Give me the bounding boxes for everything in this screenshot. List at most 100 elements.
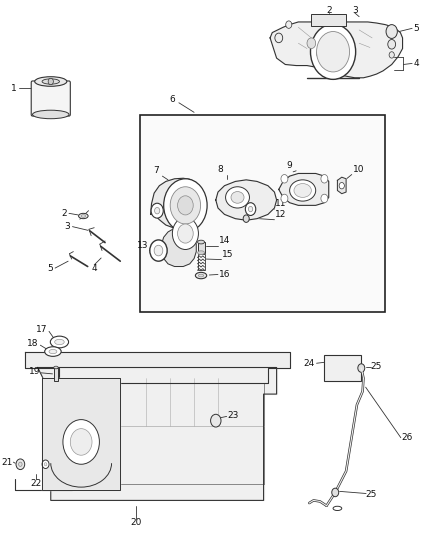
Circle shape bbox=[42, 460, 49, 469]
Text: 3: 3 bbox=[64, 222, 70, 231]
Text: 15: 15 bbox=[222, 250, 234, 259]
Circle shape bbox=[281, 194, 288, 203]
Circle shape bbox=[286, 21, 292, 28]
Circle shape bbox=[317, 50, 324, 58]
Bar bbox=[140, 115, 385, 312]
Text: 10: 10 bbox=[353, 165, 364, 174]
Ellipse shape bbox=[54, 366, 58, 369]
Text: 13: 13 bbox=[137, 241, 148, 250]
Circle shape bbox=[307, 38, 316, 49]
Circle shape bbox=[389, 52, 394, 58]
Text: 8: 8 bbox=[217, 165, 223, 174]
Text: 22: 22 bbox=[30, 479, 41, 488]
Circle shape bbox=[71, 429, 92, 455]
Text: 12: 12 bbox=[275, 210, 286, 219]
Circle shape bbox=[311, 24, 356, 79]
Text: 2: 2 bbox=[326, 6, 332, 15]
Polygon shape bbox=[279, 173, 329, 205]
Text: 9: 9 bbox=[287, 161, 293, 170]
Circle shape bbox=[150, 240, 167, 261]
Ellipse shape bbox=[42, 79, 60, 84]
Circle shape bbox=[281, 174, 288, 183]
Circle shape bbox=[164, 179, 207, 232]
Polygon shape bbox=[151, 178, 205, 229]
Polygon shape bbox=[337, 177, 346, 193]
Ellipse shape bbox=[226, 187, 250, 208]
Ellipse shape bbox=[35, 77, 67, 86]
Text: 4: 4 bbox=[413, 59, 419, 68]
Ellipse shape bbox=[290, 180, 316, 201]
Circle shape bbox=[275, 33, 283, 43]
Bar bbox=[198, 242, 205, 253]
Text: 26: 26 bbox=[401, 433, 413, 442]
Text: 3: 3 bbox=[352, 6, 358, 15]
Text: 5: 5 bbox=[413, 24, 419, 33]
Circle shape bbox=[248, 206, 253, 212]
Circle shape bbox=[155, 207, 160, 214]
Polygon shape bbox=[162, 228, 196, 266]
Bar bbox=[54, 368, 58, 381]
Circle shape bbox=[48, 78, 53, 85]
Circle shape bbox=[170, 187, 201, 224]
Bar bbox=[311, 14, 346, 26]
Circle shape bbox=[177, 196, 193, 215]
Circle shape bbox=[386, 25, 397, 38]
Text: 23: 23 bbox=[227, 411, 239, 420]
Ellipse shape bbox=[195, 272, 207, 279]
Circle shape bbox=[317, 31, 350, 72]
Text: 5: 5 bbox=[47, 264, 53, 272]
Ellipse shape bbox=[55, 340, 64, 345]
FancyBboxPatch shape bbox=[31, 81, 71, 116]
Bar bbox=[198, 254, 205, 270]
Circle shape bbox=[151, 203, 163, 218]
Ellipse shape bbox=[50, 336, 69, 348]
Text: 25: 25 bbox=[371, 362, 382, 372]
Text: 6: 6 bbox=[170, 94, 175, 103]
Circle shape bbox=[358, 364, 365, 372]
Ellipse shape bbox=[333, 506, 342, 511]
Text: 17: 17 bbox=[36, 325, 48, 334]
Circle shape bbox=[211, 414, 221, 427]
Text: 16: 16 bbox=[219, 270, 230, 279]
Circle shape bbox=[339, 182, 344, 189]
Ellipse shape bbox=[45, 347, 61, 357]
Ellipse shape bbox=[198, 251, 205, 255]
Circle shape bbox=[388, 39, 396, 49]
Text: 19: 19 bbox=[28, 367, 40, 376]
Circle shape bbox=[243, 215, 249, 222]
Text: 14: 14 bbox=[219, 237, 230, 246]
Circle shape bbox=[321, 194, 328, 203]
Ellipse shape bbox=[198, 274, 204, 277]
Text: 25: 25 bbox=[366, 489, 377, 498]
Text: 7: 7 bbox=[153, 166, 159, 175]
Ellipse shape bbox=[49, 350, 57, 354]
Circle shape bbox=[154, 245, 163, 256]
Polygon shape bbox=[38, 368, 277, 500]
Circle shape bbox=[173, 217, 198, 249]
Text: 21: 21 bbox=[2, 458, 13, 466]
Ellipse shape bbox=[198, 240, 205, 244]
Circle shape bbox=[321, 174, 328, 183]
Circle shape bbox=[63, 419, 99, 464]
Ellipse shape bbox=[78, 213, 88, 219]
Text: 2: 2 bbox=[61, 209, 67, 218]
Polygon shape bbox=[216, 180, 277, 220]
Circle shape bbox=[16, 459, 25, 470]
Text: 1: 1 bbox=[11, 84, 17, 93]
Ellipse shape bbox=[294, 183, 311, 197]
Ellipse shape bbox=[81, 215, 85, 217]
Text: 4: 4 bbox=[92, 264, 97, 272]
Circle shape bbox=[177, 224, 193, 243]
Text: 24: 24 bbox=[304, 359, 315, 368]
Polygon shape bbox=[270, 22, 403, 78]
Polygon shape bbox=[42, 378, 120, 490]
Ellipse shape bbox=[32, 110, 69, 119]
Circle shape bbox=[19, 462, 22, 466]
Circle shape bbox=[44, 463, 47, 466]
Text: 18: 18 bbox=[27, 338, 38, 348]
Circle shape bbox=[245, 203, 256, 215]
Text: 11: 11 bbox=[275, 199, 287, 208]
Ellipse shape bbox=[231, 191, 244, 203]
Bar bbox=[325, 356, 361, 381]
Circle shape bbox=[332, 488, 339, 497]
